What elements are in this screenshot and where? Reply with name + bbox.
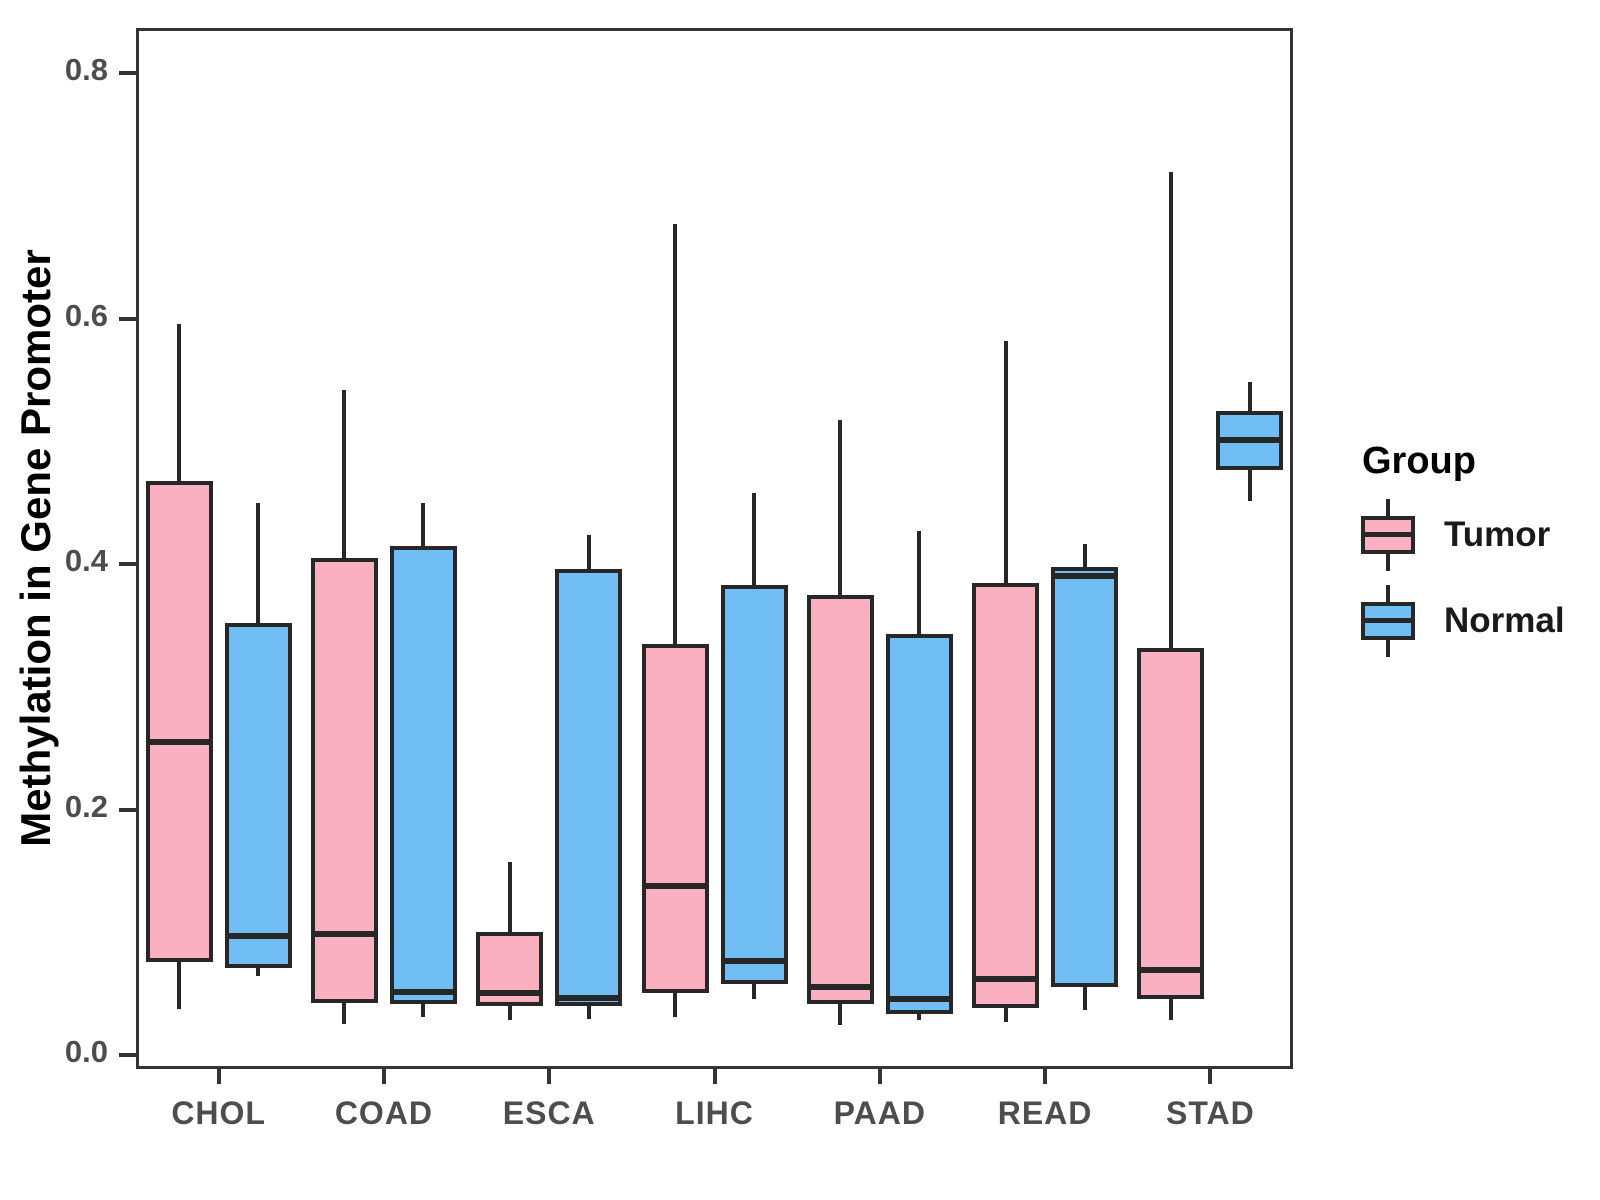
y-tick-label: 0.0 xyxy=(64,1034,108,1070)
tumor-box-coad-median xyxy=(310,930,378,937)
legend: Group Tumor Normal xyxy=(1358,440,1565,669)
x-tick-mark xyxy=(547,1069,552,1084)
legend-item-tumor: Tumor xyxy=(1358,497,1565,573)
x-tick-mark xyxy=(712,1069,717,1084)
y-tick-label: 0.2 xyxy=(64,788,108,824)
normal-box-coad xyxy=(389,546,457,1004)
x-tick-label-esca: ESCA xyxy=(502,1095,596,1131)
tumor-box-stad-median xyxy=(1137,966,1205,973)
normal-box-paad xyxy=(885,634,953,1014)
tumor-box-paad xyxy=(806,595,874,1004)
y-tick-label: 0.8 xyxy=(64,52,108,88)
tumor-box-stad-whisker xyxy=(1168,171,1173,1020)
glyph-median xyxy=(1361,532,1415,537)
normal-box-esca-median xyxy=(555,994,623,1001)
y-tick-mark xyxy=(119,807,136,812)
y-tick-mark xyxy=(119,562,136,567)
y-tick-label: 0.4 xyxy=(64,543,108,579)
normal-box-lihc xyxy=(720,585,788,985)
tumor-box-coad xyxy=(310,558,378,1003)
tumor-box-stad xyxy=(1137,647,1205,999)
legend-label-normal: Normal xyxy=(1444,601,1565,640)
normal-boxplot-glyph-icon xyxy=(1358,583,1418,659)
tumor-boxplot-glyph-icon xyxy=(1358,497,1418,573)
tumor-box-lihc xyxy=(641,644,709,993)
plot-panel xyxy=(136,28,1293,1069)
legend-label-tumor: Tumor xyxy=(1444,515,1551,554)
tumor-box-chol xyxy=(145,480,213,963)
normal-box-stad-median xyxy=(1216,437,1284,444)
x-tick-label-chol: CHOL xyxy=(171,1095,266,1131)
tumor-box-lihc-whisker xyxy=(673,224,677,1018)
x-tick-mark xyxy=(381,1069,386,1084)
normal-box-chol xyxy=(224,623,292,969)
normal-box-paad-median xyxy=(885,996,953,1003)
x-tick-label-read: READ xyxy=(997,1095,1093,1131)
normal-box-coad-median xyxy=(389,988,457,995)
legend-item-normal: Normal xyxy=(1358,583,1565,659)
normal-box-chol-median xyxy=(224,933,292,940)
x-tick-mark xyxy=(877,1069,882,1084)
x-tick-label-paad: PAAD xyxy=(833,1095,926,1131)
tumor-box-esca-median xyxy=(476,989,544,996)
y-tick-mark xyxy=(119,316,136,321)
y-tick-mark xyxy=(119,1053,136,1058)
x-tick-label-coad: COAD xyxy=(334,1095,434,1131)
tumor-box-paad-median xyxy=(806,983,874,990)
glyph-median xyxy=(1361,618,1415,623)
tumor-box-read-median xyxy=(972,976,1040,983)
x-tick-mark xyxy=(216,1069,221,1084)
tumor-box-read xyxy=(972,582,1040,1008)
normal-box-read xyxy=(1051,566,1119,987)
x-tick-label-stad: STAD xyxy=(1165,1095,1255,1131)
x-tick-mark xyxy=(1208,1069,1213,1084)
normal-box-read-median xyxy=(1051,572,1119,579)
normal-box-esca xyxy=(555,569,623,1007)
normal-box-lihc-median xyxy=(720,957,788,964)
y-tick-mark xyxy=(119,71,136,76)
legend-title: Group xyxy=(1362,440,1476,482)
x-tick-label-lihc: LIHC xyxy=(675,1095,754,1131)
tumor-box-chol-median xyxy=(145,739,213,746)
y-tick-label: 0.6 xyxy=(64,297,108,333)
x-tick-mark xyxy=(1043,1069,1048,1084)
tumor-box-lihc-median xyxy=(641,883,709,890)
